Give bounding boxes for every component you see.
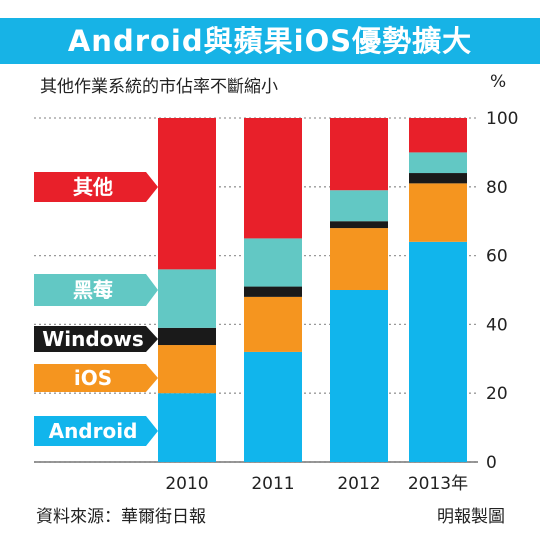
legend-marker-item	[34, 172, 158, 202]
bar-segment-ios	[409, 183, 467, 242]
x-tick-label: 2010	[165, 474, 208, 494]
bar-segment-item	[244, 238, 302, 287]
bar-segment-windows	[244, 286, 302, 297]
bar-segment-windows	[158, 327, 216, 346]
legend-label-item: 其他	[73, 175, 113, 199]
bar-segment-android	[158, 393, 216, 462]
bar-segment-item	[244, 118, 302, 239]
credit-note: 明報製圖	[437, 507, 505, 527]
legend-label-item: 黑莓	[73, 278, 113, 302]
bar-segment-ios	[244, 296, 302, 352]
bar-segment-ios	[330, 228, 388, 290]
bar-segment-item	[158, 269, 216, 328]
y-tick-label: 0	[486, 453, 497, 473]
bar-segment-item	[158, 118, 216, 270]
x-axis-labels: 2010 2011 2012 2013年	[165, 474, 468, 494]
bar-segment-ios	[158, 345, 216, 394]
chart-subtitle: 其他作業系統的市佔率不斷縮小	[40, 77, 278, 97]
y-tick-label: 40	[486, 315, 508, 335]
legend-marker-item	[34, 274, 158, 306]
legend-marker-ios	[34, 364, 158, 392]
y-tick-label: 100	[486, 109, 518, 129]
y-tick-label: 20	[486, 384, 508, 404]
bar-segment-android	[409, 241, 467, 462]
x-tick-label: 2012	[337, 474, 380, 494]
bars	[158, 118, 467, 462]
y-tick-label: 80	[486, 178, 508, 198]
bar-segment-item	[409, 118, 467, 153]
bar-segment-item	[330, 190, 388, 222]
y-axis-labels: 0 20 40 60 80 100	[486, 109, 518, 473]
bar-segment-android	[244, 351, 302, 462]
bar-segment-item	[409, 152, 467, 174]
bar-segment-windows	[409, 173, 467, 184]
legend-marker-android	[34, 416, 158, 446]
y-axis-unit: %	[490, 72, 507, 92]
bar-segment-item	[330, 118, 388, 191]
source-note: 資料來源：華爾街日報	[36, 507, 206, 527]
legend-label-android: Android	[49, 419, 138, 443]
x-tick-label: 2013年	[408, 474, 468, 494]
bar-segment-android	[330, 290, 388, 462]
chart-title: Android與蘋果iOS優勢擴大	[67, 24, 473, 58]
x-tick-label: 2011	[251, 474, 294, 494]
y-tick-label: 60	[486, 247, 508, 267]
legend-label-ios: iOS	[74, 366, 112, 390]
legend-label-windows: Windows	[42, 327, 144, 351]
legend-marker-windows	[34, 326, 158, 352]
bar-segment-windows	[330, 221, 388, 229]
title-bar: Android與蘋果iOS優勢擴大	[0, 18, 540, 64]
